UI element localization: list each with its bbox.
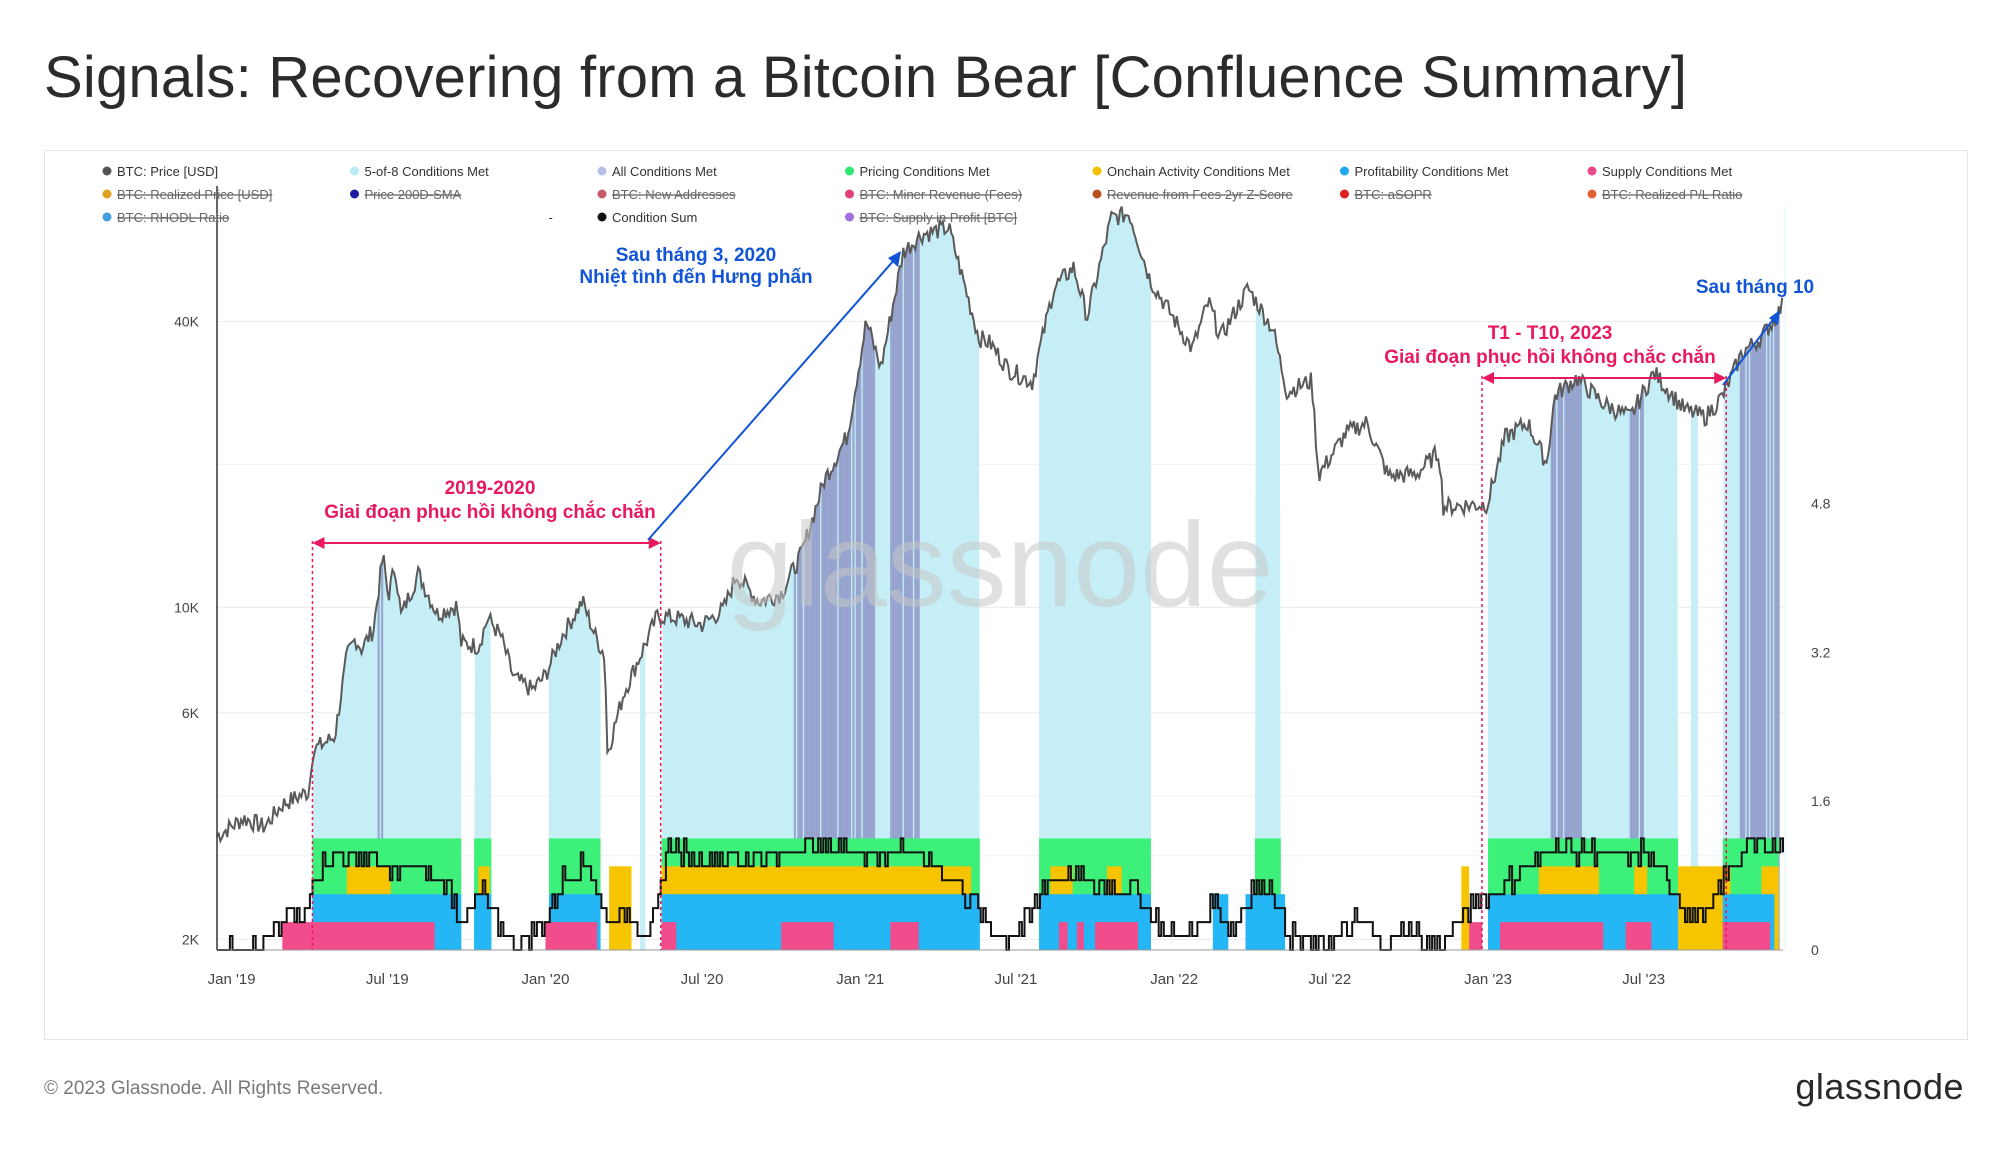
band-supply-4	[890, 922, 919, 950]
x-tick-label: Jul '19	[366, 971, 409, 988]
x-tick-label: Jan '21	[836, 971, 884, 988]
five-of-eight-area-6	[1255, 296, 1281, 950]
band-supply-5	[1058, 922, 1068, 950]
band-supply-7	[1095, 922, 1139, 950]
band-supply-8	[1469, 922, 1483, 950]
band-supply-6	[1076, 922, 1084, 950]
legend-marker[interactable]	[102, 189, 112, 199]
x-tick-label: Jul '22	[1308, 971, 1351, 988]
condition-sum-line	[217, 837, 1784, 951]
arrowhead-left-b	[648, 537, 661, 549]
band-supply-0	[282, 922, 435, 950]
legend-item[interactable]: Pricing Conditions Met	[860, 164, 990, 179]
trend-arrow-2023	[1722, 316, 1776, 386]
legend-marker[interactable]	[597, 166, 607, 176]
legend-marker[interactable]	[1587, 166, 1597, 176]
band-supply-2	[661, 922, 677, 950]
legend-marker[interactable]	[1340, 166, 1349, 176]
page-title: Signals: Recovering from a Bitcoin Bear …	[44, 45, 1688, 110]
band-supply-1	[545, 922, 598, 950]
y-left-tick-label: 10K	[174, 599, 200, 615]
legend-item[interactable]: BTC: RHODL Ratio	[117, 210, 229, 225]
legend-marker[interactable]	[1092, 189, 1102, 199]
trend-arrowhead-2023	[1769, 310, 1780, 325]
five-of-eight-area-5	[1039, 206, 1151, 951]
chart-frame: glassnode 2K 6K 10K 40K 0 1.6 3.2 4.8 Jan '19 Jul …	[44, 150, 1968, 1040]
legend-item[interactable]: Revenue from Fees 2yr Z-Score	[1107, 187, 1293, 202]
legend-marker[interactable]	[350, 166, 359, 176]
price-line	[216, 206, 1784, 845]
x-tick-label: Jan '22	[1150, 971, 1198, 988]
legend-item[interactable]: Profitability Conditions Met	[1355, 164, 1509, 179]
trend-arrow-2020	[647, 258, 896, 541]
legend-marker[interactable]	[350, 189, 359, 199]
annotation-text-1: Nhiệt tình đến Hưng phấn	[579, 267, 812, 288]
legend-item[interactable]: Onchain Activity Conditions Met	[1107, 164, 1290, 179]
legend-item[interactable]: BTC: Realized Price [USD]	[117, 187, 272, 202]
annotation-text-0: 2019-2020	[445, 478, 536, 499]
annotation-text-2: Giai đoạn phục hồi không chắc chắn	[1384, 346, 1715, 368]
band-supply-3	[781, 922, 834, 950]
x-tick-label: Jul '20	[681, 971, 724, 988]
legend-item[interactable]: BTC: Miner Revenue (Fees)	[860, 187, 1023, 202]
annotation-text-1: Sau tháng 3, 2020	[616, 245, 777, 266]
y-left-tick-label: 40K	[174, 313, 200, 329]
y-left-tick-label: 6K	[182, 705, 200, 721]
footer-copyright: © 2023 Glassnode. All Rights Reserved.	[44, 1078, 384, 1099]
annotation-text-0: Giai đoạn phục hồi không chắc chắn	[324, 501, 655, 523]
legend-item[interactable]: 5-of-8 Conditions Met	[365, 164, 490, 179]
legend-marker[interactable]	[597, 189, 607, 199]
x-tick-label: Jan '23	[1464, 971, 1512, 988]
legend-marker[interactable]	[102, 166, 112, 176]
legend-item[interactable]: BTC: aSOPR	[1355, 187, 1432, 202]
legend-marker[interactable]	[845, 166, 854, 176]
five-of-eight-area-3	[640, 643, 646, 950]
legend-item[interactable]: BTC: New Addresses	[612, 187, 736, 202]
trend-arrowhead-2020	[888, 251, 901, 267]
y-left-tick-label: 2K	[182, 931, 200, 947]
x-tick-label: Jan '19	[208, 971, 256, 988]
y-right-tick-label: 4.8	[1811, 496, 1831, 512]
annotation-text-3: Sau tháng 10	[1696, 277, 1814, 298]
band-supply-10	[1625, 922, 1652, 950]
arrowhead-left-a	[312, 537, 325, 549]
legend-item[interactable]: All Conditions Met	[612, 164, 717, 179]
arrowhead-right-b	[1714, 372, 1727, 384]
annotation-text-2: T1 - T10, 2023	[1488, 323, 1613, 344]
legend-item[interactable]: Price 200D-SMA	[365, 187, 462, 202]
x-tick-label: Jul '21	[994, 971, 1037, 988]
band-supply-9	[1500, 922, 1604, 950]
legend-marker[interactable]	[597, 212, 607, 222]
legend-item[interactable]: BTC: Realized P/L Ratio	[1602, 187, 1742, 202]
arrowhead-right-a	[1482, 372, 1495, 384]
legend-marker[interactable]	[102, 212, 112, 222]
legend-marker[interactable]	[1340, 189, 1349, 199]
legend-marker[interactable]	[1092, 166, 1102, 176]
y-right-tick-label: 3.2	[1811, 644, 1831, 660]
five-of-eight-area-8	[1691, 404, 1698, 950]
band-supply-11	[1722, 922, 1771, 950]
y-right-tick-label: 1.6	[1811, 793, 1831, 809]
legend-item[interactable]: BTC: Price [USD]	[117, 164, 218, 179]
legend-item[interactable]: BTC: Supply in Profit [BTC]	[860, 210, 1018, 225]
legend-marker[interactable]	[1587, 189, 1597, 199]
chart-svg: glassnode 2K 6K 10K 40K 0 1.6 3.2 4.8 Jan '19 Jul …	[102, 164, 1831, 988]
watermark: glassnode	[726, 498, 1273, 632]
legend-item[interactable]: Condition Sum	[612, 210, 697, 225]
y-right-tick-label: 0	[1811, 942, 1819, 958]
legend-marker[interactable]	[845, 212, 854, 222]
legend-item[interactable]: Supply Conditions Met	[1602, 164, 1732, 179]
footer-logo[interactable]: glassnode	[1795, 1066, 1964, 1107]
x-tick-label: Jan '20	[522, 971, 570, 988]
legend-marker[interactable]	[845, 189, 854, 199]
x-tick-label: Jul '23	[1622, 971, 1665, 988]
legend-item[interactable]: -	[549, 210, 553, 225]
